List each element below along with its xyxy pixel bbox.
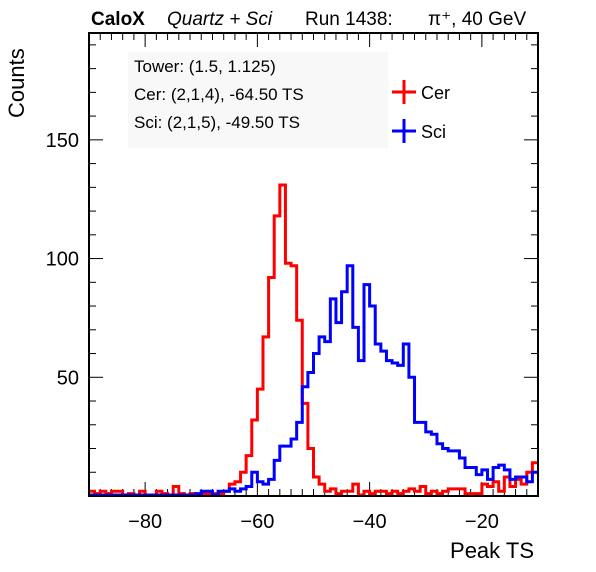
- y-tick-label: 150: [46, 130, 79, 152]
- stats-tower: Tower: (1.5, 1.125): [134, 57, 276, 76]
- series-sci-line: [89, 264, 538, 497]
- title-detector: Quartz + Sci: [167, 9, 273, 30]
- x-tick-label: −40: [353, 511, 387, 533]
- plot-frame: [88, 32, 539, 497]
- y-tick-label: 50: [57, 367, 79, 389]
- title-brand: CaloX: [91, 9, 145, 30]
- x-axis-title: Peak TS: [450, 538, 534, 563]
- x-tick-label: −80: [128, 511, 162, 533]
- series-cer-line: [89, 183, 538, 497]
- title-run: Run 1438:: [305, 9, 393, 30]
- legend-cer-label: Cer: [421, 83, 450, 103]
- x-tick-label: −20: [465, 511, 499, 533]
- stats-cer: Cer: (2,1,4), -64.50 TS: [134, 85, 304, 104]
- stats-box: [128, 52, 388, 148]
- y-tick-label: 100: [46, 249, 79, 271]
- y-axis-title: Counts: [4, 48, 29, 118]
- x-tick-label: −60: [240, 511, 274, 533]
- legend-sci-label: Sci: [421, 122, 446, 142]
- stats-sci: Sci: (2,1,5), -49.50 TS: [134, 113, 300, 132]
- title-particle: π⁺, 40 GeV: [428, 9, 526, 30]
